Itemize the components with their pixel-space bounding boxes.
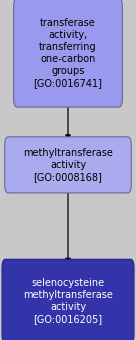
- Text: selenocysteine
methyltransferase
activity
[GO:0016205]: selenocysteine methyltransferase activit…: [23, 278, 113, 324]
- Text: transferase
activity,
transferring
one-carbon
groups
[GO:0016741]: transferase activity, transferring one-c…: [33, 18, 103, 88]
- Text: methyltransferase
activity
[GO:0008168]: methyltransferase activity [GO:0008168]: [23, 148, 113, 182]
- FancyBboxPatch shape: [2, 259, 134, 340]
- FancyBboxPatch shape: [14, 0, 122, 107]
- FancyBboxPatch shape: [5, 137, 131, 193]
